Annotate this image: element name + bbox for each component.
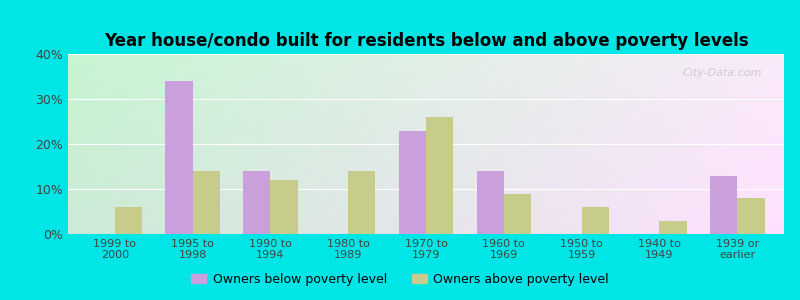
Bar: [348, 171, 375, 234]
Legend: Owners below poverty level, Owners above poverty level: Owners below poverty level, Owners above…: [186, 268, 614, 291]
Bar: [193, 171, 220, 234]
Bar: [582, 207, 609, 234]
Bar: [738, 198, 765, 234]
Title: Year house/condo built for residents below and above poverty levels: Year house/condo built for residents bel…: [104, 32, 748, 50]
Bar: [426, 117, 454, 234]
Bar: [243, 171, 270, 234]
Bar: [114, 207, 142, 234]
Bar: [166, 81, 193, 234]
Text: City-Data.com: City-Data.com: [683, 68, 762, 78]
Bar: [659, 220, 686, 234]
Bar: [270, 180, 298, 234]
Bar: [710, 176, 738, 234]
Bar: [398, 130, 426, 234]
Bar: [477, 171, 504, 234]
Bar: [504, 194, 531, 234]
